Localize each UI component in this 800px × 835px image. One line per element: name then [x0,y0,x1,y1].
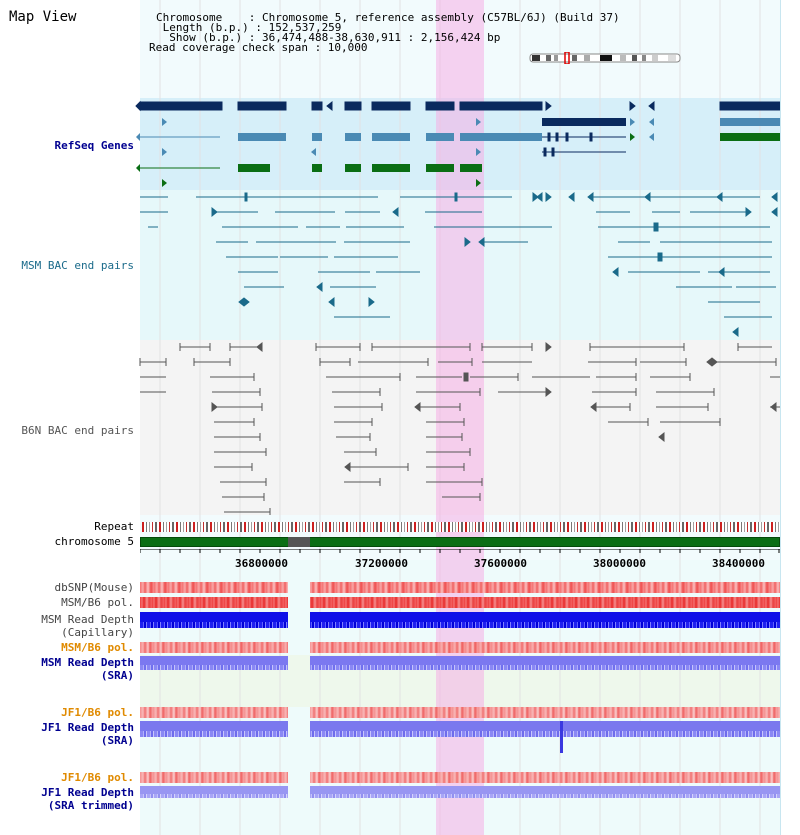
refseq-marker[interactable] [476,179,481,187]
refseq-row-1[interactable] [135,100,781,112]
jf1-b6-pol-track[interactable] [140,707,780,718]
refseq-marker[interactable] [162,148,167,156]
msm-read-depth-capillary-sub: (Capillary) [61,626,134,639]
jf1-read-depth-spike [560,721,563,753]
refseq-marker[interactable] [162,179,167,187]
refseq-marker[interactable] [630,133,635,141]
refseq-gene-block[interactable] [542,118,626,126]
repeat-track[interactable] [142,522,780,532]
axis-tick-label: 38000000 [593,557,646,570]
jf1-read-depth-sra-track[interactable] [140,721,780,737]
jf1-b6-pol-label: JF1/B6 pol. [61,706,134,719]
jf1-b6-pol-gap [288,707,310,718]
refseq-marker[interactable] [476,118,481,126]
dbsnp-label: dbSNP(Mouse) [54,581,134,594]
msm-read-depth-sra-sub: (SRA) [100,669,134,682]
refseq-marker[interactable] [162,118,167,126]
jf1-b6-pol-trimmed-gap [288,772,310,783]
chromosome-gap [288,537,310,547]
length-info: Length (b.p.) : 152,537,259 [156,21,342,34]
refseq-gene-block[interactable] [720,118,780,126]
msm-read-depth-sra-label: MSM Read Depth [41,656,134,669]
msm-read-depth-sra-gap [288,656,310,670]
msm-read-depth-capillary-track[interactable] [140,612,780,628]
msm-read-depth-sra-track[interactable] [140,656,780,670]
dbsnp-track[interactable] [140,582,780,593]
view-title: Map View [9,9,77,25]
refseq-marker[interactable] [649,133,654,141]
msm-b6-pol-label: MSM/B6 pol. [61,596,134,609]
repeat-label: Repeat [94,520,134,533]
axis-tick-label: 36800000 [235,557,288,570]
refseq-genes-track[interactable] [0,0,800,200]
dbsnp-gap [288,582,310,593]
refseq-row-5[interactable] [136,164,482,172]
refseq-genes-label: RefSeq Genes [54,139,134,152]
refseq-row-3[interactable] [136,133,780,141]
show-range-info: Show (b.p.) : 36,474,488-38,630,911 : 2,… [156,31,501,44]
msm-b6-pol-sra-gap [288,642,310,653]
jf1-read-depth-sra-sub: (SRA) [100,734,134,747]
axis-tick-label: 37200000 [355,557,408,570]
chromosome-bar[interactable] [140,537,780,547]
msm-bac-end-pairs-track[interactable] [0,190,800,340]
refseq-marker[interactable] [311,148,316,156]
right-border-line [780,0,781,835]
msm-b6-pol-sra-label: MSM/B6 pol. [61,641,134,654]
jf1-read-depth-trimmed-track[interactable] [140,786,780,798]
jf1-read-depth-trimmed-sub: (SRA trimmed) [47,799,134,812]
refseq-marker[interactable] [649,118,654,126]
refseq-marker[interactable] [630,118,635,126]
right-margin-strip [780,0,800,835]
refseq-row-3b[interactable] [542,132,626,142]
refseq-row-4b[interactable] [542,147,626,157]
coverage-span-info: Read coverage check span : 10,000 [149,41,368,54]
b6n-bac-label: B6N BAC end pairs [21,424,134,437]
jf1-read-depth-trimmed-gap [288,786,310,798]
jf1-read-depth-sra-label: JF1 Read Depth [41,721,134,734]
msm-read-depth-capillary-gap [288,612,310,630]
refseq-marker[interactable] [476,148,481,156]
msm-bac-label: MSM BAC end pairs [21,259,134,272]
jf1-b6-pol-trimmed-label: JF1/B6 pol. [61,771,134,784]
b6n-bac-end-pairs-track[interactable] [0,340,800,515]
axis-tick-label: 37600000 [474,557,527,570]
jf1-read-depth-sra-gap [288,721,310,737]
axis-tick-label: 38400000 [712,557,765,570]
chromosome-label: chromosome 5 [54,535,134,548]
chromosome-info: Chromosome : Chromosome 5, reference ass… [156,11,620,24]
msm-b6-pol-track[interactable] [140,597,780,608]
msm-read-depth-capillary-label: MSM Read Depth [41,613,134,626]
position-axis [140,549,780,553]
jf1-b6-pol-trimmed-track[interactable] [140,772,780,783]
msm-b6-pol-gap [288,597,310,608]
jf1-read-depth-trimmed-label: JF1 Read Depth [41,786,134,799]
chromosome-ideogram[interactable] [528,52,684,64]
msm-b6-pol-sra-track[interactable] [140,642,780,653]
